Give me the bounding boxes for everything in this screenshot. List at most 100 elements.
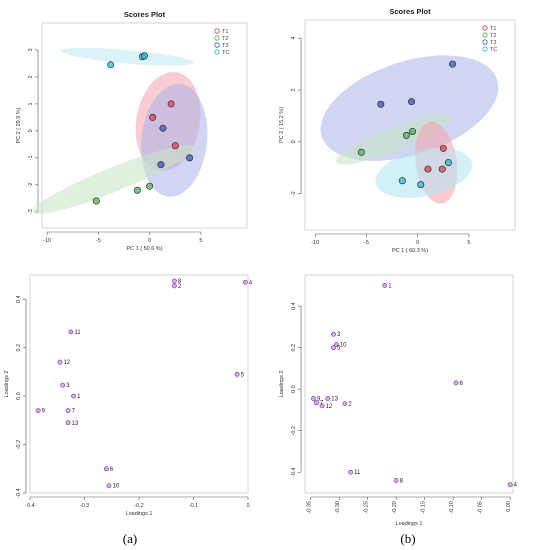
loading-label: 12 [326,404,333,410]
loading-point [65,420,71,426]
y-tick-label: 0.2 [16,344,22,352]
x-tick-label: 0 [416,240,419,246]
loading-label: 12 [63,360,70,366]
loading-point [325,396,331,401]
loading-label: 10 [113,484,120,490]
x-axis-label: PC 1 ( 60.3 %) [392,248,428,254]
score-point-T2 [357,148,365,156]
x-tick-label: -10 [43,238,51,244]
loading-point [382,282,388,288]
y-tick-label: -0.2 [16,440,22,449]
loading-label: 7 [72,409,76,415]
y-tick-label: 0.4 [16,295,22,303]
score-point-T1 [149,113,157,121]
x-tick-label: -0.05 [478,501,484,514]
y-axis-label: Loadings 2 [4,371,10,398]
loading-label: 11 [74,330,81,336]
y-axis-label: PC 2 ( 15.2 %) [279,107,285,143]
loading-point [57,359,63,365]
y-tick-label: 0.4 [291,302,297,310]
legend-marker [482,32,488,38]
legend-marker [214,42,220,48]
loading-point [106,483,112,489]
chart-0 [32,22,248,235]
loading-point [331,345,336,351]
loading-label: 6 [460,381,464,387]
score-point-T3 [408,98,416,106]
legend-label: TC [490,47,497,53]
loading-point [172,283,177,289]
x-tick-label: -0.35 [307,501,313,514]
loading-label: 9 [317,397,321,403]
x-tick-label: -0.3 [80,503,89,509]
legend-marker [482,46,488,52]
y-tick-label: 0 [28,129,34,132]
y-tick-label: -1 [28,155,34,160]
loading-label: 2 [178,284,182,290]
loading-point [65,408,71,414]
loading-point [453,380,459,386]
y-tick-label: 0.2 [291,344,297,352]
loading-point [242,279,248,285]
loading-label: 5 [337,346,341,352]
y-tick-label: 3 [28,48,34,51]
loading-point [313,400,319,406]
y-tick-label: -0.4 [16,488,22,497]
y-tick-label: 1 [28,102,34,105]
y-tick-label: 4 [291,37,297,40]
score-point-T2 [146,182,154,190]
loading-label: 6 [110,467,114,473]
x-tick-label: 0 [148,238,151,244]
loading-label: 13 [331,397,338,403]
legend-marker [482,25,488,31]
loading-point [60,382,66,388]
score-point-T2 [92,197,100,205]
loading-label: 4 [514,483,518,489]
x-axis-label: Loadings 1 [396,521,423,527]
caption-a: (a) [123,531,137,546]
loading-point [71,393,76,399]
confidence-ellipse [320,55,499,161]
x-tick-label: -5 [96,238,101,244]
legend-label: T2 [222,36,228,42]
loading-label: 8 [400,479,404,485]
score-point-T1 [424,165,432,173]
loading-label: 7 [320,401,324,407]
x-tick-label: -5 [364,240,369,246]
loading-label: 11 [354,470,361,476]
confidence-ellipse [32,144,195,214]
score-point-T2 [402,131,410,139]
x-tick-label: 5 [199,238,202,244]
loading-label: 1 [77,394,81,400]
score-point-T2 [409,127,417,135]
loading-label: 5 [241,372,245,378]
x-tick-label: -0.2 [134,503,143,509]
score-point-T3 [449,60,457,68]
legend-label: T3 [490,40,496,46]
legend-marker [214,35,220,41]
legend-marker [482,39,488,45]
caption-b: (b) [400,531,415,546]
y-axis-label: Loadings 2 [279,371,285,398]
legend-label: T3 [222,43,228,49]
score-point-TC [107,61,115,69]
x-tick-label: -0.15 [421,501,427,514]
x-tick-label: -0.10 [449,501,455,514]
plot-frame [304,19,516,231]
chart-1 [298,19,516,237]
score-point-T1 [439,144,447,152]
loading-point [234,371,240,377]
x-tick-label: 0.00 [506,501,512,512]
x-tick-label: 5 [467,240,470,246]
x-axis-label: PC 1 ( 50.6 %) [126,246,162,252]
y-tick-label: 0 [291,140,297,143]
loading-point [348,469,353,475]
loading-point [311,396,316,401]
loading-point [331,331,336,337]
loading-label: 4 [249,280,253,286]
score-point-T1 [167,100,175,108]
loading-label: 8 [178,279,182,285]
loading-point [319,403,325,409]
loading-label: 3 [66,383,70,389]
